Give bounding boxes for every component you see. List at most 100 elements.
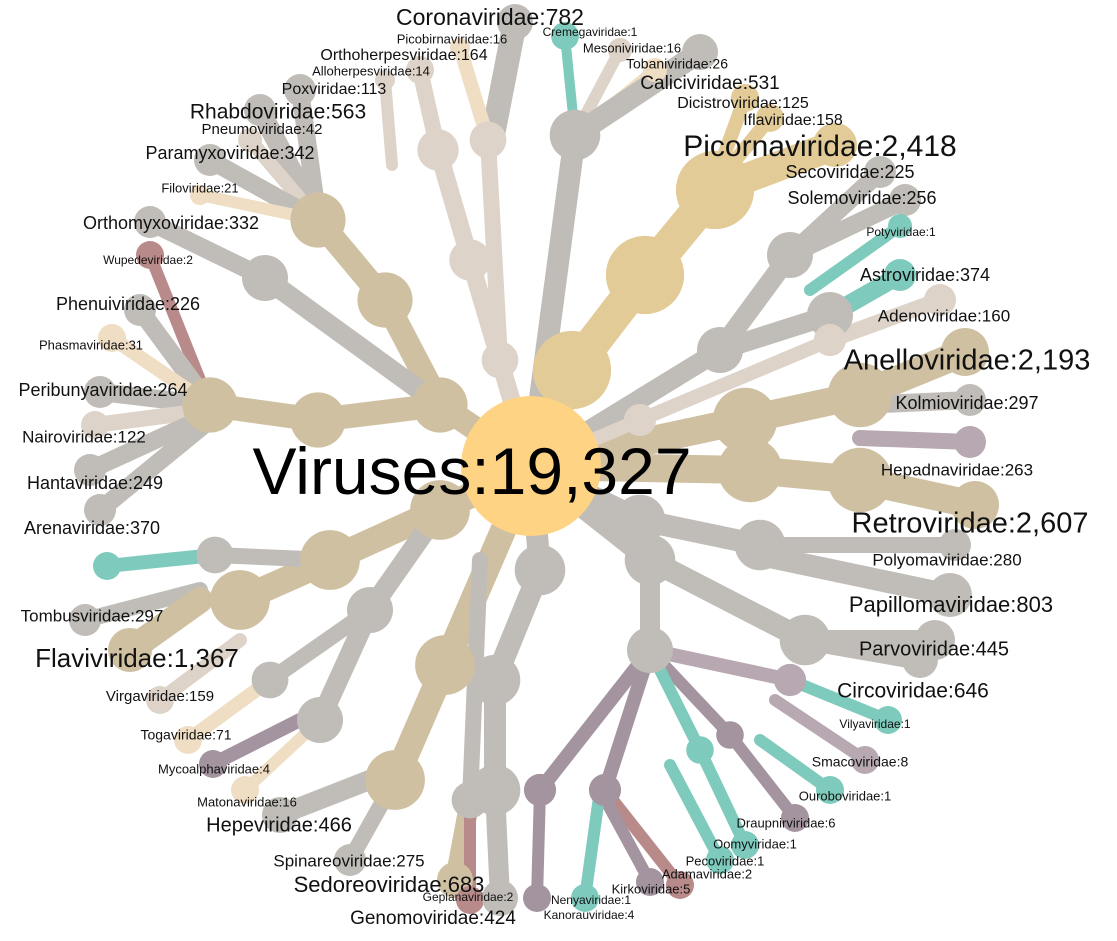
family-label: Papillomaviridae:803 <box>849 592 1053 617</box>
family-label: Poxviridae:113 <box>282 81 387 98</box>
family-node <box>194 144 226 176</box>
internal-node <box>365 750 425 810</box>
family-node <box>902 642 938 678</box>
family-label: Caliciviridae:531 <box>640 73 779 94</box>
family-label: Potyviridae:1 <box>866 225 936 239</box>
family-node <box>174 726 202 754</box>
family-node <box>731 84 759 112</box>
internal-node <box>449 239 491 281</box>
internal-node <box>807 292 853 338</box>
family-label: Flaviviridae:1,367 <box>35 643 239 673</box>
family-node <box>136 241 164 269</box>
internal-node <box>297 697 343 743</box>
internal-node <box>251 661 289 699</box>
family-node <box>93 552 121 580</box>
family-label: Paramyxoviridae:342 <box>145 143 314 163</box>
family-label: Pecoviridae:1 <box>686 853 765 868</box>
root-node <box>461 396 601 536</box>
leaf-edge <box>784 674 894 726</box>
family-label: Polyomaviridae:280 <box>872 550 1021 569</box>
family-label: Retroviridae:2,607 <box>852 508 1089 540</box>
family-node <box>889 184 921 216</box>
leaf-edge <box>579 784 606 904</box>
family-node <box>231 776 259 804</box>
internal-node <box>734 519 786 571</box>
family-label: Nairoviridae:122 <box>22 427 146 446</box>
family-label: Togaviridae:71 <box>140 727 231 743</box>
internal-node <box>410 480 470 540</box>
family-node <box>74 454 106 486</box>
family-label: Circoviridae:646 <box>837 680 989 703</box>
leaf-edge <box>153 633 247 707</box>
internal-node <box>697 327 743 373</box>
family-label: Peribunyaviridae:264 <box>18 380 187 400</box>
family-label: Vilyaviridae:1 <box>839 717 910 731</box>
internal-node <box>827 447 893 513</box>
family-label: Coronaviridae:782 <box>396 4 584 30</box>
family-label: Oomyviridae:1 <box>713 836 797 851</box>
family-node <box>199 750 227 778</box>
family-label: Pneumoviridae:42 <box>202 121 323 138</box>
internal-node <box>290 192 346 248</box>
family-node <box>756 104 784 132</box>
internal-node <box>827 362 893 428</box>
family-node <box>523 884 551 912</box>
family-node <box>98 324 126 352</box>
family-node <box>81 411 109 439</box>
family-label: Hantaviridae:249 <box>27 473 163 493</box>
internal-node <box>588 773 622 807</box>
family-node <box>84 376 116 408</box>
family-label: Picornaviridae:2,418 <box>683 130 957 163</box>
internal-node <box>712 387 778 453</box>
internal-node <box>300 530 360 590</box>
family-node <box>134 206 166 238</box>
family-label: Wupedeviridae:2 <box>103 253 193 267</box>
family-node <box>190 185 210 205</box>
family-node <box>731 831 759 859</box>
family-label: Kirkoviridae:5 <box>612 881 691 896</box>
family-label: Virgaviridae:159 <box>106 688 214 705</box>
family-node <box>706 846 734 874</box>
branch-edge <box>643 643 797 687</box>
internal-node <box>451 781 489 819</box>
family-label: Phasmaviridae:31 <box>39 337 143 352</box>
family-node <box>643 58 667 82</box>
family-node <box>924 284 956 316</box>
family-node <box>69 604 101 636</box>
family-node <box>146 686 174 714</box>
internal-node <box>813 323 847 357</box>
family-label: Draupnirviridae:6 <box>737 815 836 830</box>
family-node <box>375 70 395 90</box>
leaf-edge <box>531 784 546 904</box>
family-node <box>456 886 484 914</box>
internal-node <box>767 232 813 278</box>
family-node <box>939 529 971 561</box>
leaf-edge <box>599 784 686 891</box>
family-node <box>884 259 916 291</box>
family-label: Hepadnaviridae:263 <box>881 460 1033 479</box>
leaf-edge <box>81 406 219 479</box>
leaf-edge <box>724 729 801 824</box>
leaf-edge <box>206 713 307 771</box>
family-node <box>84 494 116 526</box>
family-node <box>238 128 262 152</box>
family-node <box>406 56 434 84</box>
leaf-edge <box>694 744 751 851</box>
branch-edge <box>598 643 657 797</box>
branch-edge <box>633 333 837 427</box>
leaf-edge <box>91 411 219 519</box>
family-label: Secoviridae:225 <box>785 162 914 182</box>
family-label: Geplanaviridae:2 <box>423 890 514 904</box>
family-label: Anelloviridae:2,193 <box>844 345 1091 377</box>
family-node <box>666 871 694 899</box>
family-node <box>851 746 879 774</box>
family-label: Tobaniviridae:26 <box>626 56 728 72</box>
branch-edge <box>255 268 450 415</box>
family-label: Smacoviridae:8 <box>812 754 909 770</box>
internal-node <box>624 534 676 586</box>
leaf-edge <box>754 734 836 796</box>
internal-node <box>716 721 744 749</box>
family-label: Hepeviridae:466 <box>206 814 352 836</box>
